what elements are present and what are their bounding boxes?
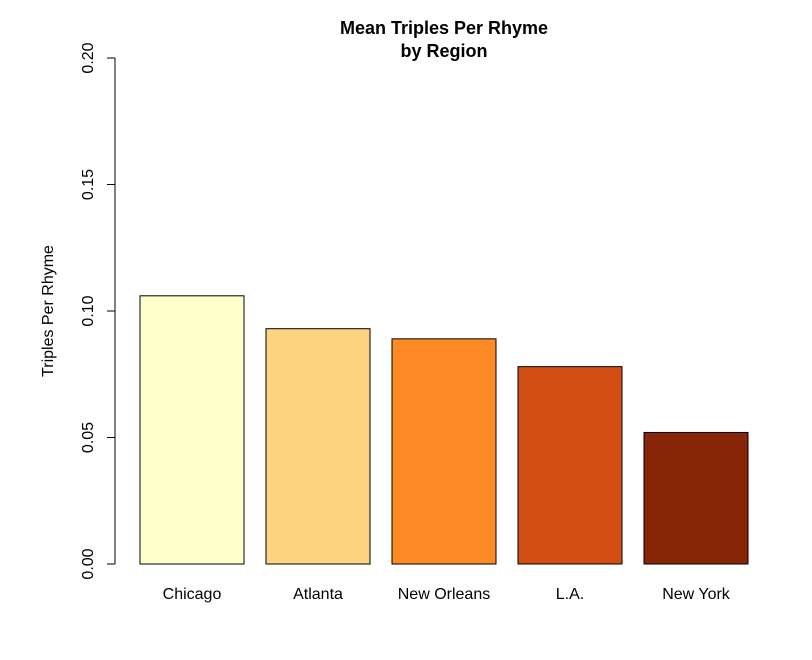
y-tick-label: 0.00 xyxy=(80,548,97,579)
y-tick-label: 0.05 xyxy=(80,422,97,453)
x-category-label: Atlanta xyxy=(293,586,343,603)
x-category-label: Chicago xyxy=(163,586,222,603)
chart-title-line1: Mean Triples Per Rhyme xyxy=(340,18,548,38)
bars-group xyxy=(139,295,749,565)
x-category-label: L.A. xyxy=(556,586,584,603)
y-tick-label: 0.15 xyxy=(80,169,97,200)
bar-atlanta xyxy=(265,328,371,565)
bar-new-orleans xyxy=(391,338,497,565)
chart-title-line2: by Region xyxy=(400,41,487,61)
y-axis-label: Triples Per Rhyme xyxy=(40,245,57,377)
y-tick-label: 0.10 xyxy=(80,295,97,326)
y-tick-label: 0.20 xyxy=(80,42,97,73)
bar-new-york xyxy=(643,431,749,565)
x-category-label: New Orleans xyxy=(398,586,490,603)
bar-l-a xyxy=(517,366,623,565)
x-axis-labels: Chicago Atlanta New Orleans L.A. New York xyxy=(163,586,731,603)
bar-chicago xyxy=(139,295,245,565)
x-category-label: New York xyxy=(662,586,731,603)
y-axis: 0.00 0.05 0.10 0.15 0.20 xyxy=(80,42,116,580)
